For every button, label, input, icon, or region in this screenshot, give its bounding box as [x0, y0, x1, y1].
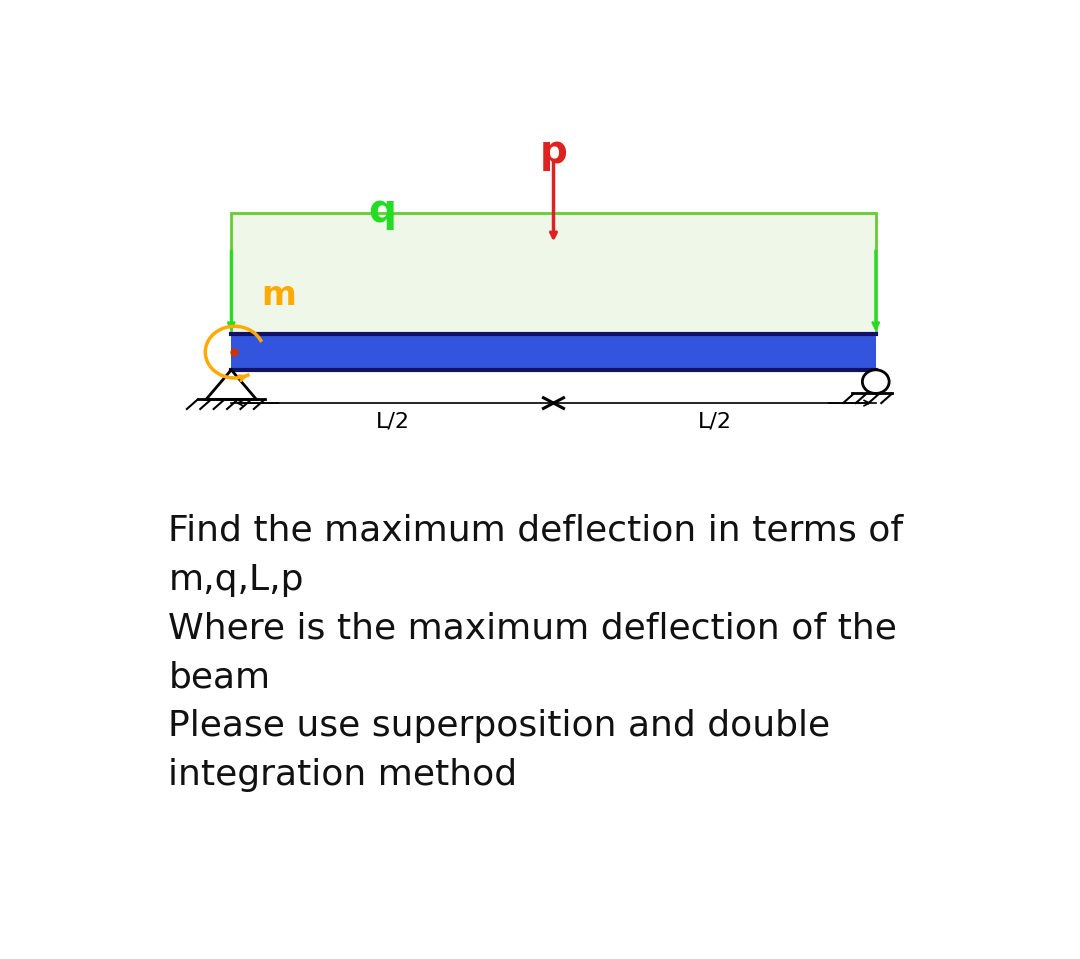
Text: L/2: L/2	[698, 411, 731, 432]
Text: Find the maximum deflection in terms of
m,q,L,p
Where is the maximum deflection : Find the maximum deflection in terms of …	[168, 514, 904, 792]
Text: q: q	[368, 192, 396, 230]
Text: L/2: L/2	[376, 411, 409, 432]
Text: m: m	[261, 279, 296, 313]
Circle shape	[862, 370, 889, 393]
Bar	[231, 213, 876, 335]
Polygon shape	[206, 370, 256, 399]
Bar	[231, 335, 876, 370]
Text: p: p	[540, 133, 567, 171]
